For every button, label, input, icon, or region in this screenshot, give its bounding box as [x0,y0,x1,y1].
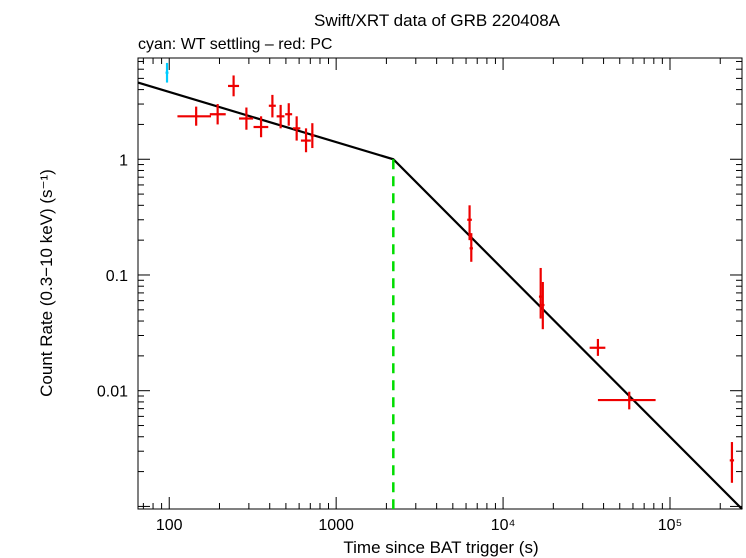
data-point [239,107,254,130]
series-pc [177,75,735,483]
x-tick-label: 100 [156,517,183,534]
data-point [177,106,212,126]
y-tick-label: 0.01 [97,384,128,401]
data-point [729,442,735,483]
data-point [276,104,285,129]
y-axis-label: Count Rate (0.3−10 keV) (s⁻¹) [37,169,56,397]
plot-frame [137,57,743,510]
data-points [165,62,735,483]
data-point [310,123,315,149]
series-wt-settling [165,62,169,83]
data-point [165,62,169,83]
chart-title: Swift/XRT data of GRB 220408A [314,11,561,30]
x-axis-label: Time since BAT trigger (s) [343,538,538,557]
data-point [228,75,240,97]
model-fit [137,81,743,510]
data-point [292,116,301,141]
x-tick-label: 10⁴ [491,517,516,534]
axes: 100 1000 10⁴ 10⁵ 1 0.1 0.01 [97,57,743,534]
data-point [467,205,472,241]
data-point [597,391,656,410]
y-tick-label: 0.1 [106,268,128,285]
data-point [253,116,269,138]
data-point [209,104,226,125]
y-tick-label: 1 [119,152,128,169]
data-point [300,128,311,153]
chart-subtitle: cyan: WT settling – red: PC [138,36,332,53]
data-point [285,103,293,126]
data-point [541,281,545,330]
x-tick-label: 10⁵ [658,517,682,534]
x-tick-label: 1000 [318,517,354,534]
data-point [469,233,473,262]
model-line [137,81,743,510]
data-point [589,338,606,356]
data-point [268,94,276,118]
